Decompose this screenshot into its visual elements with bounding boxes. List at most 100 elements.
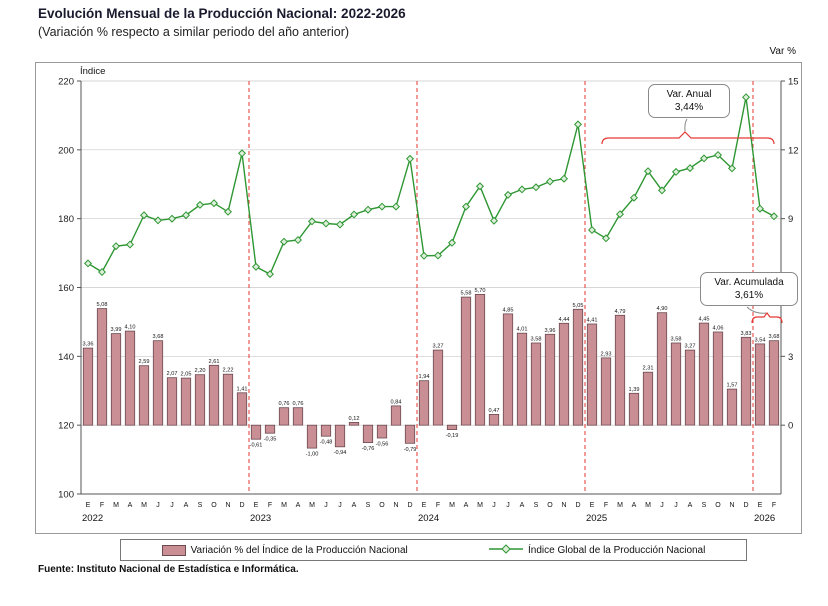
svg-text:5,08: 5,08 bbox=[97, 302, 108, 308]
svg-text:2,31: 2,31 bbox=[643, 366, 654, 372]
svg-text:A: A bbox=[520, 502, 525, 509]
svg-text:M: M bbox=[309, 502, 315, 509]
chart-frame: 220200180160140120100151296303,365,083,9… bbox=[35, 62, 802, 534]
svg-text:N: N bbox=[561, 502, 566, 509]
svg-text:4,45: 4,45 bbox=[699, 317, 710, 323]
var-acumulada-annotation: Var. Acumulada 3,61% bbox=[700, 272, 798, 306]
svg-text:M: M bbox=[617, 502, 623, 509]
svg-text:O: O bbox=[211, 502, 217, 509]
svg-text:0,76: 0,76 bbox=[279, 401, 290, 407]
svg-text:A: A bbox=[296, 502, 301, 509]
svg-text:A: A bbox=[632, 502, 637, 509]
svg-text:E: E bbox=[590, 502, 595, 509]
svg-text:1,39: 1,39 bbox=[629, 387, 640, 393]
svg-text:120: 120 bbox=[58, 421, 74, 432]
svg-text:F: F bbox=[436, 502, 440, 509]
svg-text:160: 160 bbox=[58, 283, 74, 294]
svg-text:M: M bbox=[449, 502, 455, 509]
svg-text:E: E bbox=[758, 502, 763, 509]
svg-text:-0,76: -0,76 bbox=[362, 446, 375, 452]
svg-text:J: J bbox=[156, 502, 160, 509]
svg-text:-0,61: -0,61 bbox=[250, 443, 263, 449]
svg-text:-0,35: -0,35 bbox=[264, 437, 277, 443]
svg-text:A: A bbox=[128, 502, 133, 509]
svg-text:5,58: 5,58 bbox=[461, 291, 472, 297]
svg-text:3,99: 3,99 bbox=[111, 327, 122, 333]
svg-text:2,59: 2,59 bbox=[139, 359, 150, 365]
svg-text:M: M bbox=[477, 502, 483, 509]
svg-text:-1,00: -1,00 bbox=[306, 452, 319, 458]
svg-text:2,22: 2,22 bbox=[223, 368, 234, 374]
svg-text:9: 9 bbox=[788, 214, 793, 225]
svg-text:2023: 2023 bbox=[250, 513, 271, 524]
page-title: Evolución Mensual de la Producción Nacio… bbox=[38, 6, 406, 21]
var-acumulada-value: 3,61% bbox=[734, 290, 764, 301]
var-anual-annotation: Var. Anual 3,44% bbox=[648, 84, 730, 118]
svg-text:4,90: 4,90 bbox=[657, 306, 668, 312]
svg-text:3,54: 3,54 bbox=[755, 337, 766, 343]
svg-text:E: E bbox=[86, 502, 91, 509]
svg-text:-0,19: -0,19 bbox=[446, 433, 459, 439]
svg-text:2,61: 2,61 bbox=[209, 359, 220, 365]
svg-text:F: F bbox=[604, 502, 608, 509]
svg-text:S: S bbox=[702, 502, 707, 509]
var-anual-label: Var. Anual bbox=[666, 89, 712, 100]
svg-text:3,68: 3,68 bbox=[153, 334, 164, 340]
svg-text:A: A bbox=[352, 502, 357, 509]
svg-text:1,94: 1,94 bbox=[419, 374, 430, 380]
svg-text:4,10: 4,10 bbox=[125, 325, 136, 331]
svg-text:M: M bbox=[141, 502, 147, 509]
svg-text:2026: 2026 bbox=[754, 513, 775, 524]
svg-text:0: 0 bbox=[788, 421, 793, 432]
svg-text:180: 180 bbox=[58, 214, 74, 225]
svg-text:F: F bbox=[772, 502, 776, 509]
svg-text:O: O bbox=[379, 502, 385, 509]
svg-text:E: E bbox=[254, 502, 259, 509]
svg-text:J: J bbox=[492, 502, 496, 509]
svg-text:D: D bbox=[239, 502, 244, 509]
svg-text:2,20: 2,20 bbox=[195, 368, 206, 374]
svg-text:-0,48: -0,48 bbox=[320, 440, 333, 446]
svg-text:E: E bbox=[422, 502, 427, 509]
chart-plot-area: 220200180160140120100151296303,365,083,9… bbox=[36, 63, 801, 533]
svg-text:5,70: 5,70 bbox=[475, 288, 486, 294]
legend-variation-label: Variación % del Índice de la Producción … bbox=[190, 544, 408, 556]
svg-text:J: J bbox=[506, 502, 510, 509]
svg-text:0,84: 0,84 bbox=[391, 399, 402, 405]
svg-text:O: O bbox=[547, 502, 553, 509]
svg-text:0,76: 0,76 bbox=[293, 401, 304, 407]
svg-text:S: S bbox=[198, 502, 203, 509]
svg-text:D: D bbox=[575, 502, 580, 509]
svg-text:140: 140 bbox=[58, 352, 74, 363]
svg-text:Índice: Índice bbox=[80, 66, 105, 77]
svg-text:3,83: 3,83 bbox=[741, 331, 752, 337]
svg-text:3,58: 3,58 bbox=[671, 337, 682, 343]
svg-text:100: 100 bbox=[58, 490, 74, 501]
line-swatch-icon bbox=[489, 543, 524, 557]
svg-text:3,27: 3,27 bbox=[685, 344, 696, 350]
svg-text:M: M bbox=[281, 502, 287, 509]
svg-text:3,68: 3,68 bbox=[769, 334, 780, 340]
svg-text:220: 220 bbox=[58, 77, 74, 88]
svg-text:0,12: 0,12 bbox=[349, 416, 360, 422]
svg-text:3,96: 3,96 bbox=[545, 328, 556, 334]
svg-text:12: 12 bbox=[788, 145, 799, 156]
source-note: Fuente: Instituto Nacional de Estadístic… bbox=[38, 564, 299, 575]
svg-text:4,41: 4,41 bbox=[587, 318, 598, 324]
svg-text:1,57: 1,57 bbox=[727, 383, 738, 389]
svg-text:200: 200 bbox=[58, 145, 74, 156]
svg-text:M: M bbox=[113, 502, 119, 509]
svg-text:2,05: 2,05 bbox=[181, 372, 192, 378]
legend: Variación % del Índice de la Producción … bbox=[120, 539, 747, 561]
svg-text:F: F bbox=[100, 502, 104, 509]
svg-text:4,79: 4,79 bbox=[615, 309, 626, 315]
svg-text:S: S bbox=[366, 502, 371, 509]
svg-text:2025: 2025 bbox=[586, 513, 607, 524]
var-anual-value: 3,44% bbox=[674, 102, 704, 113]
svg-text:3,27: 3,27 bbox=[433, 344, 444, 350]
svg-text:J: J bbox=[338, 502, 342, 509]
svg-text:D: D bbox=[407, 502, 412, 509]
svg-text:-0,94: -0,94 bbox=[334, 450, 347, 456]
svg-text:J: J bbox=[170, 502, 174, 509]
right-axis-title: Var % bbox=[769, 46, 797, 57]
